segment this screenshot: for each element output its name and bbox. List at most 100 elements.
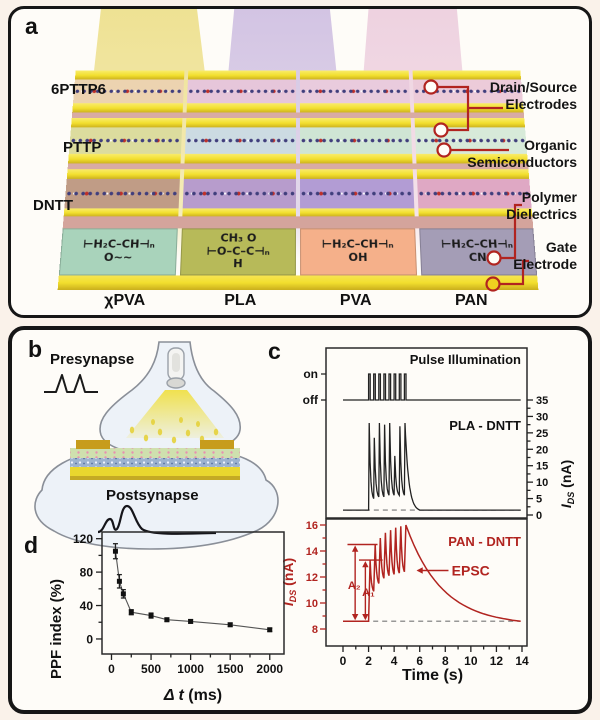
x-tick-label: 6 (416, 654, 423, 668)
left-tick-label: 12 (306, 572, 318, 584)
callout-line: Dielectrics (506, 205, 577, 222)
gold-electrode-pad (200, 440, 234, 449)
x-tick-label: 2 (365, 654, 372, 668)
y-tick-label: 80 (80, 566, 94, 580)
callout-line: Electrodes (505, 95, 577, 112)
gold-electrode-pad (76, 440, 110, 449)
x-tick-label: 2000 (256, 662, 283, 676)
formula-line: OH (348, 250, 368, 265)
left-tick-label: 10 (306, 598, 318, 610)
a1-label: A₁ (362, 587, 375, 599)
ppf-data-point (267, 627, 273, 633)
panel-a-label: a (25, 13, 38, 39)
light-droplets (129, 417, 219, 444)
right-tick-label: 15 (536, 461, 548, 473)
panel-c-label: c (268, 338, 281, 364)
left-tick-label: 16 (306, 520, 318, 532)
polymer-block-xpva: ⊢H₂C–CH⊣ₙ O∼∼ (58, 228, 178, 276)
ppf-data-point (148, 613, 154, 619)
right-tick-label: 35 (536, 395, 548, 407)
polymer-name-pva: PVA (339, 292, 372, 309)
callout-gate-electrode: Gate Electrode (417, 239, 577, 273)
callout-drain-source: Drain/Source Electrodes (417, 79, 577, 113)
right-tick-label: 30 (536, 411, 548, 423)
callout-line: Drain/Source (489, 79, 577, 95)
right-tick-label: 25 (536, 428, 548, 440)
x-tick-label: 10 (464, 654, 478, 668)
pla-dntt-label: PLA - DNTT (449, 418, 521, 433)
arrowhead (351, 545, 359, 552)
x-tick-label: 0 (340, 654, 347, 668)
ppf-data-point (188, 618, 194, 624)
ppf-data-point (164, 617, 170, 623)
pla-plot-frame (325, 347, 528, 519)
arrowhead (362, 561, 369, 568)
panel-b-label: b (28, 336, 43, 362)
left-tick-label: 14 (306, 546, 319, 558)
callout-line: Semiconductors (467, 153, 577, 170)
ppf-data-point (112, 548, 118, 554)
synaptic-device (70, 440, 240, 480)
callout-line: Electrode (513, 255, 577, 272)
pan-dntt-label: PAN - DNTT (448, 534, 521, 549)
postsynapse-label: Postsynapse (106, 487, 199, 504)
x-tick-label: 1500 (217, 662, 244, 676)
arrowhead (416, 567, 423, 574)
x-tick-label: 8 (442, 654, 449, 668)
time-axis-label: Time (s) (402, 667, 463, 684)
row-label-dntt: DNTT (33, 197, 73, 214)
presynaptic-spikes-icon (44, 374, 98, 393)
ppf-y-axis-label: PPF index (%) (48, 579, 65, 679)
polymer-name-xpva: χPVA (104, 292, 146, 309)
right-tick-label: 5 (536, 494, 542, 506)
panel-a-device-schematic: a ⊢H₂C–CH⊣ₙ O∼∼ CH₃ O ⊢O–C–C⊣ₙ H (8, 6, 592, 318)
presynapse-label: Presynapse (50, 351, 134, 368)
gate-electrode-bar (57, 275, 539, 291)
callout-organic-semiconductors: Organic Semiconductors (417, 137, 577, 171)
ppf-data-point (128, 609, 134, 615)
row-label-pttp: PTTP (63, 139, 102, 156)
right-tick-label: 0 (536, 510, 542, 522)
arrowhead (351, 614, 359, 621)
formula-line: H (233, 257, 243, 271)
ppf-plot-frame (101, 531, 285, 655)
y-tick-label: 40 (80, 599, 94, 613)
right-tick-label: 20 (536, 444, 548, 456)
y-tick-label: 0 (86, 632, 93, 646)
formula-line: O∼∼ (103, 250, 133, 265)
pan-plot-frame (325, 518, 528, 647)
off-label: off (303, 393, 319, 407)
pla-dntt-series (343, 422, 521, 511)
right-tick-label: 10 (536, 477, 548, 489)
light-cone (126, 390, 224, 438)
polymer-name-pan: PAN (454, 292, 488, 309)
synapse-illustration: Presynapse Postsynapse (34, 341, 279, 550)
ppf-data-point (116, 578, 122, 584)
polymer-name-row: χPVA PLA PVA PAN (67, 292, 529, 310)
x-tick-label: 4 (391, 654, 398, 668)
ppf-series-line (114, 551, 270, 631)
ppf-data-point (227, 622, 233, 628)
light-bulb (166, 347, 186, 389)
row-label-6pttp6: 6PTTP6 (51, 81, 107, 98)
ppf-data-point (120, 591, 126, 597)
epsc-label: EPSC (452, 563, 490, 579)
x-tick-label: 1000 (177, 662, 204, 676)
on-label: on (303, 367, 318, 381)
panel-d-label: d (24, 532, 39, 558)
callout-line: Organic (524, 137, 577, 153)
y-axis-label: IDS (nA) (558, 460, 576, 508)
x-tick-label: 12 (490, 654, 504, 668)
callout-line: Gate (545, 239, 577, 255)
a2-label: A₂ (348, 580, 361, 592)
pan-dntt-series (343, 524, 521, 622)
pulse-train-line (343, 373, 521, 401)
electrode-bar-row (71, 118, 525, 128)
polymer-name-pla: PLA (224, 292, 257, 309)
y-tick-label: 120 (73, 532, 93, 546)
polymer-block-pla: CH₃ O ⊢O–C–C⊣ₙ H (179, 228, 296, 276)
panel-bcd-measurements: b c d (8, 326, 592, 714)
callout-polymer-dielectrics: Polymer Dielectrics (417, 189, 577, 223)
ppf-x-axis-label: Δ t (ms) (163, 687, 222, 704)
